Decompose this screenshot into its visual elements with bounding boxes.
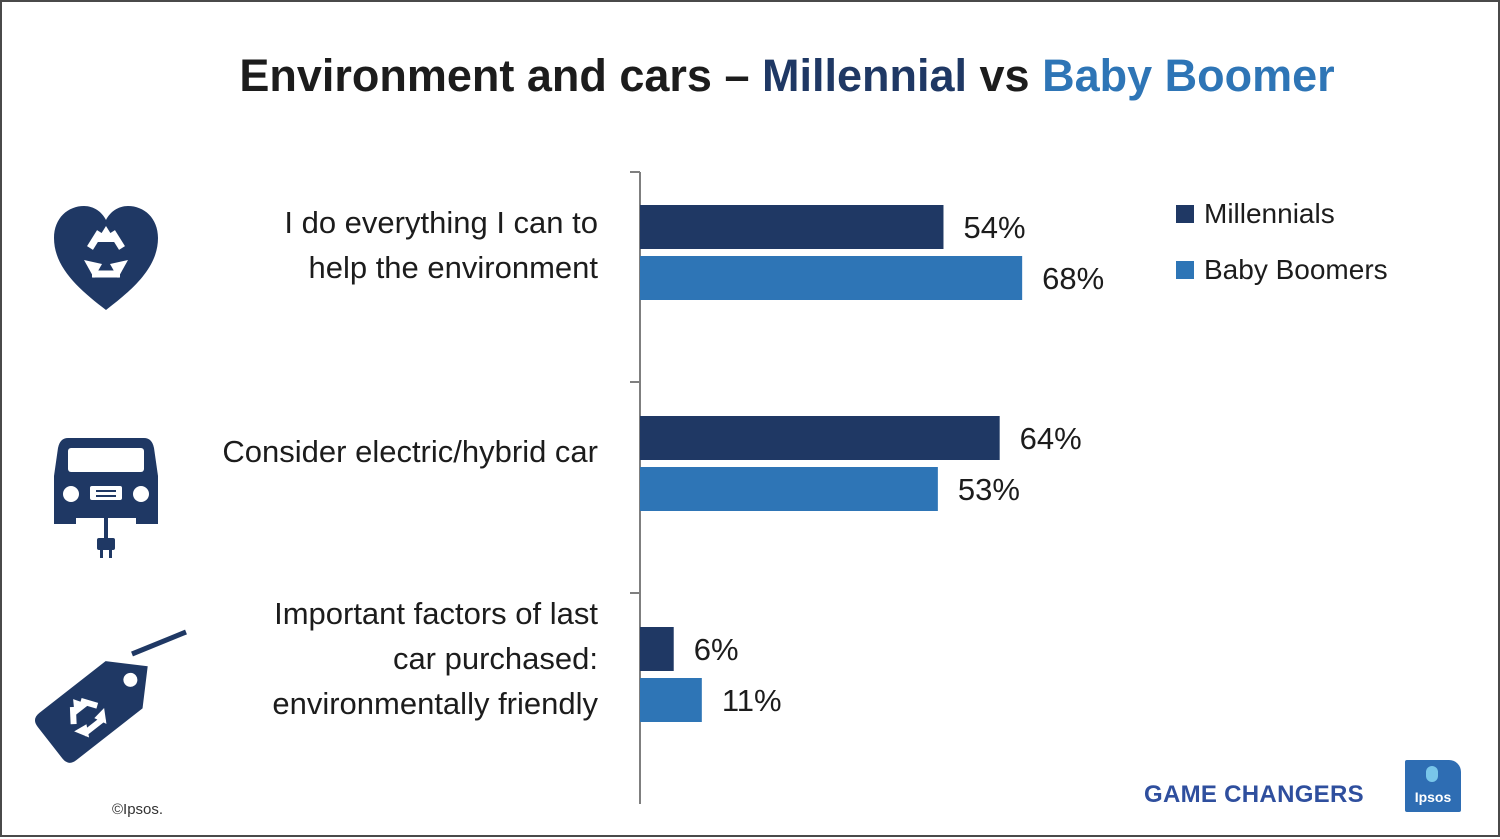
category-label-last-car-factors: Important factors of last car purchased:… [272,596,598,721]
title-part-vs: vs [967,50,1043,101]
legend-item-baby-boomers: Baby Boomers [1176,253,1388,287]
bar-baby-boomers-0 [640,256,1023,300]
title-part-baby-boomer: Baby Boomer [1042,50,1335,101]
legend-item-millennials: Millennials [1176,197,1388,231]
data-label-millennials-0: 54% [963,210,1025,245]
category-label-electric-hybrid: Consider electric/hybrid car [222,434,598,469]
electric-car-icon [54,438,158,558]
brand-text: GAME CHANGERS [1144,781,1364,808]
ipsos-logo: Ipsos [1405,760,1461,812]
data-label-millennials-1: 64% [1020,421,1082,456]
legend-swatch-baby-boomers [1176,261,1194,279]
bar-baby-boomers-2 [640,678,702,722]
chart-title: Environment and cars – Millennial vs Bab… [2,50,1500,102]
title-part-main: Environment and cars – [239,50,762,101]
logo-text: Ipsos [1414,789,1452,805]
category-label-help-environment: I do everything I can to help the enviro… [284,205,598,285]
bar-millennials-1 [640,416,1000,460]
legend-label-baby-boomers: Baby Boomers [1204,254,1388,285]
data-label-millennials-2: 6% [694,632,739,667]
bar-millennials-0 [640,205,944,249]
bar-millennials-2 [640,627,674,671]
legend-swatch-millennials [1176,205,1194,223]
data-label-baby-boomers-0: 68% [1042,261,1104,296]
title-part-millennial: Millennial [762,50,968,101]
recycle-tag-icon [35,629,187,763]
data-label-baby-boomers-2: 11% [722,683,782,718]
legend-label-millennials: Millennials [1204,198,1335,229]
bar-baby-boomers-1 [640,467,938,511]
legend: Millennials Baby Boomers [1176,197,1388,309]
heart-recycle-icon [54,206,158,310]
copyright-notice: ©Ipsos. [112,801,164,818]
data-label-baby-boomers-1: 53% [958,472,1020,507]
logo-mark-icon [1426,766,1438,782]
